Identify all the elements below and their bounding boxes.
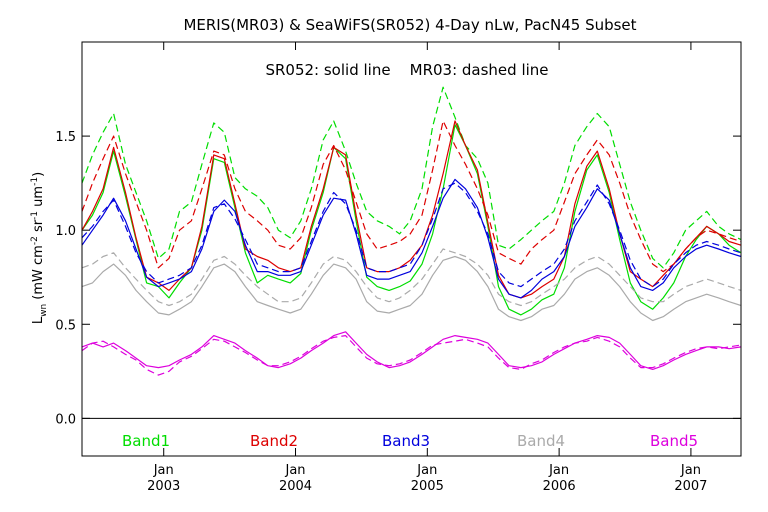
tick-layer: 0.00.51.01.5Jan2003Jan2004Jan2005Jan2006… <box>55 42 741 494</box>
legend-label-band5: Band5 <box>650 432 698 450</box>
x-tick-month-label: Jan <box>416 463 437 478</box>
plot-frame <box>81 41 742 457</box>
band3-solid-line <box>81 178 742 299</box>
y-label-exp3: -1 <box>30 177 40 186</box>
y-label-close: ) <box>31 172 46 177</box>
line-style-note: SR052: solid line MR03: dashed line <box>265 61 548 79</box>
y-tick-label: 1.5 <box>55 130 76 145</box>
y-label-open: (mW cm <box>31 245 46 304</box>
band3-dashed-line <box>81 182 742 288</box>
x-tick-month-label: Jan <box>548 463 569 478</box>
y-label-exp2: -1 <box>30 211 40 220</box>
x-tick-year-label: 2004 <box>279 479 312 494</box>
x-tick-year-label: 2007 <box>674 479 707 494</box>
band1-solid-line <box>81 124 742 316</box>
band2-dashed-line <box>81 120 742 273</box>
x-tick-year-label: 2003 <box>147 479 180 494</box>
band-labels: Band1 Band2 Band3 Band4 Band5 <box>122 432 698 450</box>
band4-dashed-line <box>81 248 742 307</box>
legend-label-band4: Band4 <box>517 432 565 450</box>
legend-label-band3: Band3 <box>382 432 430 450</box>
x-tick-month-label: Jan <box>284 463 305 478</box>
x-tick-month-label: Jan <box>153 463 174 478</box>
svg-text:Lwn (mW cm-2 sr-1 um-1): Lwn (mW cm-2 sr-1 um-1) <box>30 172 49 324</box>
chart-title: MERIS(MR03) & SeaWiFS(SR052) 4-Day nLw, … <box>183 16 636 34</box>
legend-label-band2: Band2 <box>250 432 298 450</box>
band4-solid-line <box>81 255 742 322</box>
y-label-mid1: sr <box>31 219 46 236</box>
y-label-sub: wn <box>39 304 49 317</box>
band5-solid-line <box>81 331 742 370</box>
y-tick-label: 0.0 <box>55 412 76 427</box>
y-label-main: L <box>31 316 46 324</box>
x-tick-month-label: Jan <box>680 463 701 478</box>
legend-label-band1: Band1 <box>122 432 170 450</box>
band5-dashed-line <box>81 335 742 376</box>
series-layer <box>81 86 742 376</box>
band2-solid-line <box>81 120 742 299</box>
x-tick-year-label: 2006 <box>543 479 576 494</box>
y-tick-label: 1.0 <box>55 224 76 239</box>
x-tick-year-label: 2005 <box>411 479 444 494</box>
y-axis-label: Lwn (mW cm-2 sr-1 um-1) <box>30 172 49 324</box>
y-label-exp1: -2 <box>30 236 40 245</box>
y-tick-label: 0.5 <box>55 318 76 333</box>
band1-dashed-line <box>81 86 742 269</box>
y-label-mid2: um <box>31 186 46 211</box>
